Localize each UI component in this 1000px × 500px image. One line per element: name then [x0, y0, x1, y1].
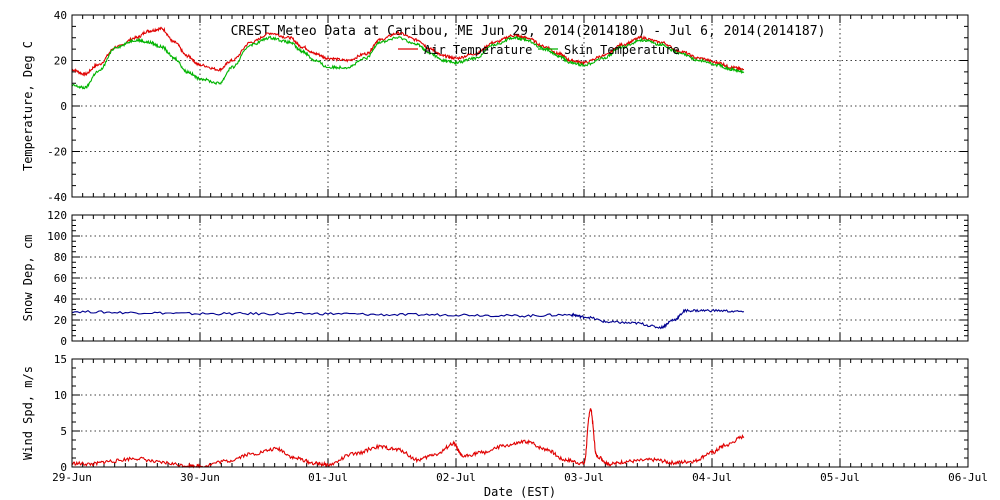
y-tick-label: 0 [60, 100, 67, 113]
plot-frame [71, 358, 969, 468]
wind-speed-panel: 0 5 10 15 Wind Spd, m/s 29-Jun 30-Jun 01-Jul 02-… [21, 353, 988, 484]
skin-temperature-series-line [71, 35, 745, 90]
x-tick-label: 02-Jul [436, 471, 476, 484]
y-tick-label: -40 [47, 191, 67, 204]
temperature-panel: -40 -20 0 20 40 Temperature, Deg C [21, 9, 969, 204]
x-tick-label: 29-Jun [52, 471, 92, 484]
plot-frame [71, 14, 969, 198]
y-tick-label: 5 [60, 425, 67, 438]
y-tick-label: 15 [54, 353, 67, 366]
y-tick-label: -20 [47, 146, 67, 159]
y-tick-label: 40 [54, 293, 67, 306]
snow-depth-panel: 0 20 40 60 80 100 120 Snow Dep, cm [21, 209, 969, 348]
x-tick-label: 05-Jul [820, 471, 860, 484]
plot-frame [71, 214, 969, 342]
y-tick-label: 0 [60, 335, 67, 348]
x-axis-label: Date (EST) [484, 485, 556, 499]
y-tick-label: 100 [47, 230, 67, 243]
y-tick-label: 80 [54, 251, 67, 264]
x-tick-label: 04-Jul [692, 471, 732, 484]
y-tick-label: 60 [54, 272, 67, 285]
y-tick-label: 40 [54, 9, 67, 22]
x-tick-label: 30-Jun [180, 471, 220, 484]
x-tick-label: 06-Jul [948, 471, 988, 484]
y-tick-label: 20 [54, 314, 67, 327]
y-tick-label: 10 [54, 389, 67, 402]
legend: Air Temperature Skin Temperature [398, 43, 680, 57]
x-tick-label: 03-Jul [564, 471, 604, 484]
chart-title: CREST Meteo Data at Caribou, ME Jun 29, … [231, 24, 826, 39]
y-axis-label: Snow Dep, cm [21, 235, 35, 322]
y-axis-label: Temperature, Deg C [21, 41, 35, 171]
y-tick-label: 0 [60, 461, 67, 474]
legend-skin-temperature-label: Skin Temperature [564, 43, 680, 57]
snow-depth-series-line [71, 308, 745, 330]
y-axis-label: Wind Spd, m/s [21, 366, 35, 460]
air-temperature-series-line [71, 26, 744, 77]
legend-air-temperature-label: Air Temperature [424, 43, 532, 57]
y-tick-label: 20 [54, 55, 67, 68]
x-tick-label: 01-Jul [308, 471, 348, 484]
wind-speed-series-line [71, 408, 745, 469]
y-tick-label: 120 [47, 209, 67, 222]
